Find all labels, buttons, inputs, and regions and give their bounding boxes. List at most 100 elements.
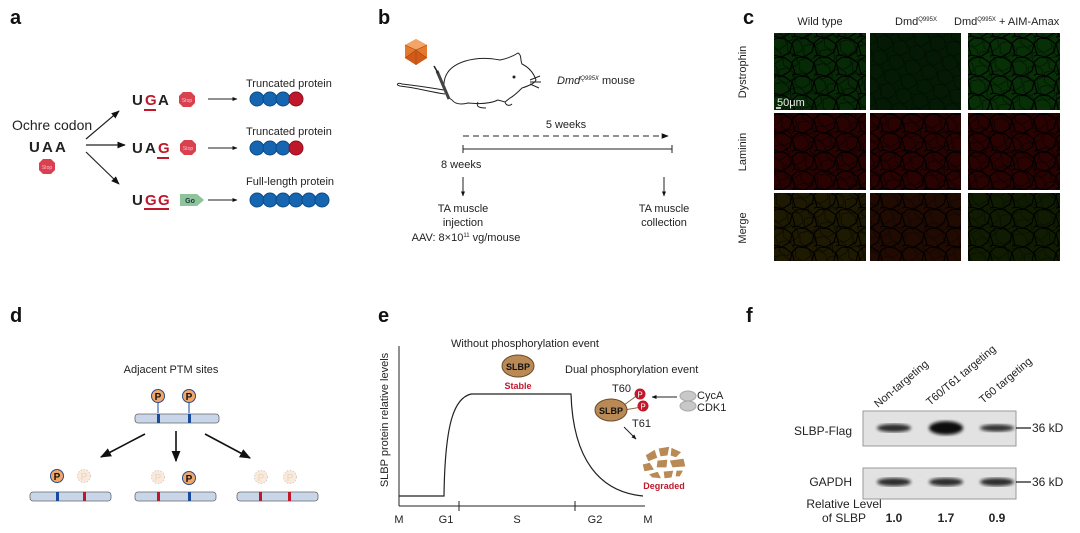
relative-level-label: of SLBP xyxy=(822,511,866,525)
end-event-label: collection xyxy=(641,217,687,229)
phosphate-absent-icon: P xyxy=(151,470,165,484)
bead-stop xyxy=(288,91,304,107)
result-label: Truncated protein xyxy=(246,126,332,138)
dose-unit: vg/mouse xyxy=(470,232,521,244)
micrograph-dystrophin-treated xyxy=(968,33,1060,110)
codon-base-edited: G xyxy=(158,192,173,209)
phosphate-icon: P xyxy=(50,469,64,483)
scale-bar: 50μm xyxy=(776,97,805,109)
end-event-label: TA muscle xyxy=(639,203,690,215)
kinase-label: CycA xyxy=(697,390,724,402)
panel-label-c: c xyxy=(743,7,754,29)
arrow xyxy=(100,433,146,458)
blot-label: GAPDH xyxy=(809,475,852,489)
bead xyxy=(275,91,291,107)
edit-row-ugg: U G G Go Full-length protein xyxy=(132,176,334,210)
result-label: Truncated protein xyxy=(246,78,332,90)
dose-base: AAV: 8×10 xyxy=(412,232,464,244)
panel-label-f: f xyxy=(746,305,753,327)
protein-beads xyxy=(249,91,304,107)
ochre-codon-title: Ochre codon xyxy=(12,117,92,133)
codon-base: U xyxy=(132,140,146,157)
site-label-t61: T61 xyxy=(632,418,651,430)
micrograph-laminin-wt xyxy=(774,113,866,190)
mouse-suffix: mouse xyxy=(599,75,635,87)
marker-label: 36 kD xyxy=(1032,475,1064,489)
bead xyxy=(301,192,317,208)
phosphate-icon: P xyxy=(182,471,196,485)
column-header-text: Dmd xyxy=(895,16,918,28)
scale-bar-label: 50μm xyxy=(777,97,805,109)
panel-f: f Non-targeting T60/T61 targeting T60 ta… xyxy=(746,305,1064,525)
panel-label-a: a xyxy=(10,7,22,29)
micrograph-dystrophin-mutant xyxy=(870,33,961,110)
blot-slbp-flag: SLBP-Flag 36 kD xyxy=(794,410,1064,447)
edit-underline xyxy=(144,109,156,111)
arrow xyxy=(623,426,637,440)
blot-gapdh: GAPDH 36 kD xyxy=(809,467,1064,500)
band-row xyxy=(877,478,1014,486)
bead xyxy=(249,192,265,208)
panel-d: d Adjacent PTM sites P P P P P P xyxy=(10,305,319,502)
go-text: Go xyxy=(185,198,195,205)
p-text: P xyxy=(155,392,162,403)
go-sign-icon: Go xyxy=(180,194,204,206)
aav-capsid-icon xyxy=(404,39,428,65)
p-text: P xyxy=(637,391,642,400)
bead xyxy=(275,192,291,208)
protein-label: SLBP xyxy=(599,406,623,416)
aav-dose-label: AAV: 8×1011 vg/mouse xyxy=(412,232,521,244)
kinase-complex-icon xyxy=(679,390,697,412)
arrow xyxy=(204,433,251,459)
codon-base-edited: G xyxy=(145,192,160,209)
codon-base: A xyxy=(42,139,56,156)
ptm-title: Adjacent PTM sites xyxy=(124,364,219,376)
bead-stop xyxy=(288,140,304,156)
micrograph-merge-mutant xyxy=(870,193,961,261)
ptm-outcome-second-site: P P xyxy=(134,470,217,502)
protein-beads xyxy=(249,140,304,156)
relative-level-value: 0.9 xyxy=(989,511,1006,525)
start-event-label: injection xyxy=(443,217,483,229)
column-header-text: Dmd xyxy=(954,16,977,28)
mutation-superscript: Q995X xyxy=(580,76,600,82)
slbp-protein-icon: SLBP xyxy=(594,398,628,422)
phosphate-icon: P xyxy=(634,388,646,400)
bead xyxy=(262,91,278,107)
start-age-label: 8 weeks xyxy=(441,159,482,171)
codon-base: A xyxy=(55,139,69,156)
row-label-dystrophin: Dystrophin xyxy=(737,46,749,99)
row-label-laminin: Laminin xyxy=(737,133,749,172)
phosphate-absent-icon: P xyxy=(283,470,297,484)
codon-base: U xyxy=(132,192,146,209)
x-tick-label: S xyxy=(513,514,520,526)
dual-title: Dual phosphorylation event xyxy=(565,364,698,376)
x-tick-label: G1 xyxy=(439,514,454,526)
panel-label-d: d xyxy=(10,305,22,327)
y-axis-label: SLBP protein relative levels xyxy=(379,352,391,487)
slbp-level-curve xyxy=(399,393,644,497)
ptm-site-modified xyxy=(188,414,191,423)
blot-label: SLBP-Flag xyxy=(794,424,852,438)
stop-text: Stop xyxy=(182,98,193,104)
mouse-illustration xyxy=(396,52,541,109)
codon-base-edited: G xyxy=(145,92,160,109)
stop-text: Stop xyxy=(183,146,194,152)
bead xyxy=(249,140,265,156)
degraded-protein-icon xyxy=(640,445,688,480)
site-label-t60: T60 xyxy=(612,383,631,395)
stop-sign-icon: Stop xyxy=(180,140,196,155)
bead xyxy=(275,140,291,156)
result-label: Full-length protein xyxy=(246,176,334,188)
phosphate-absent-icon: P xyxy=(254,470,268,484)
blot-band xyxy=(980,478,1014,486)
p-text: P xyxy=(287,473,294,484)
stop-text: Stop xyxy=(42,165,53,171)
p-text: P xyxy=(54,472,61,483)
row-label-merge: Merge xyxy=(737,212,749,243)
protein-bar xyxy=(134,413,220,424)
panel-b: b DmdQ995X mouse 5 weeks 8 weeks TA mu xyxy=(378,7,689,244)
micrograph-merge-treated xyxy=(968,193,1060,261)
source-codon: U A A xyxy=(29,139,69,156)
stop-sign-icon: Stop xyxy=(179,92,195,107)
